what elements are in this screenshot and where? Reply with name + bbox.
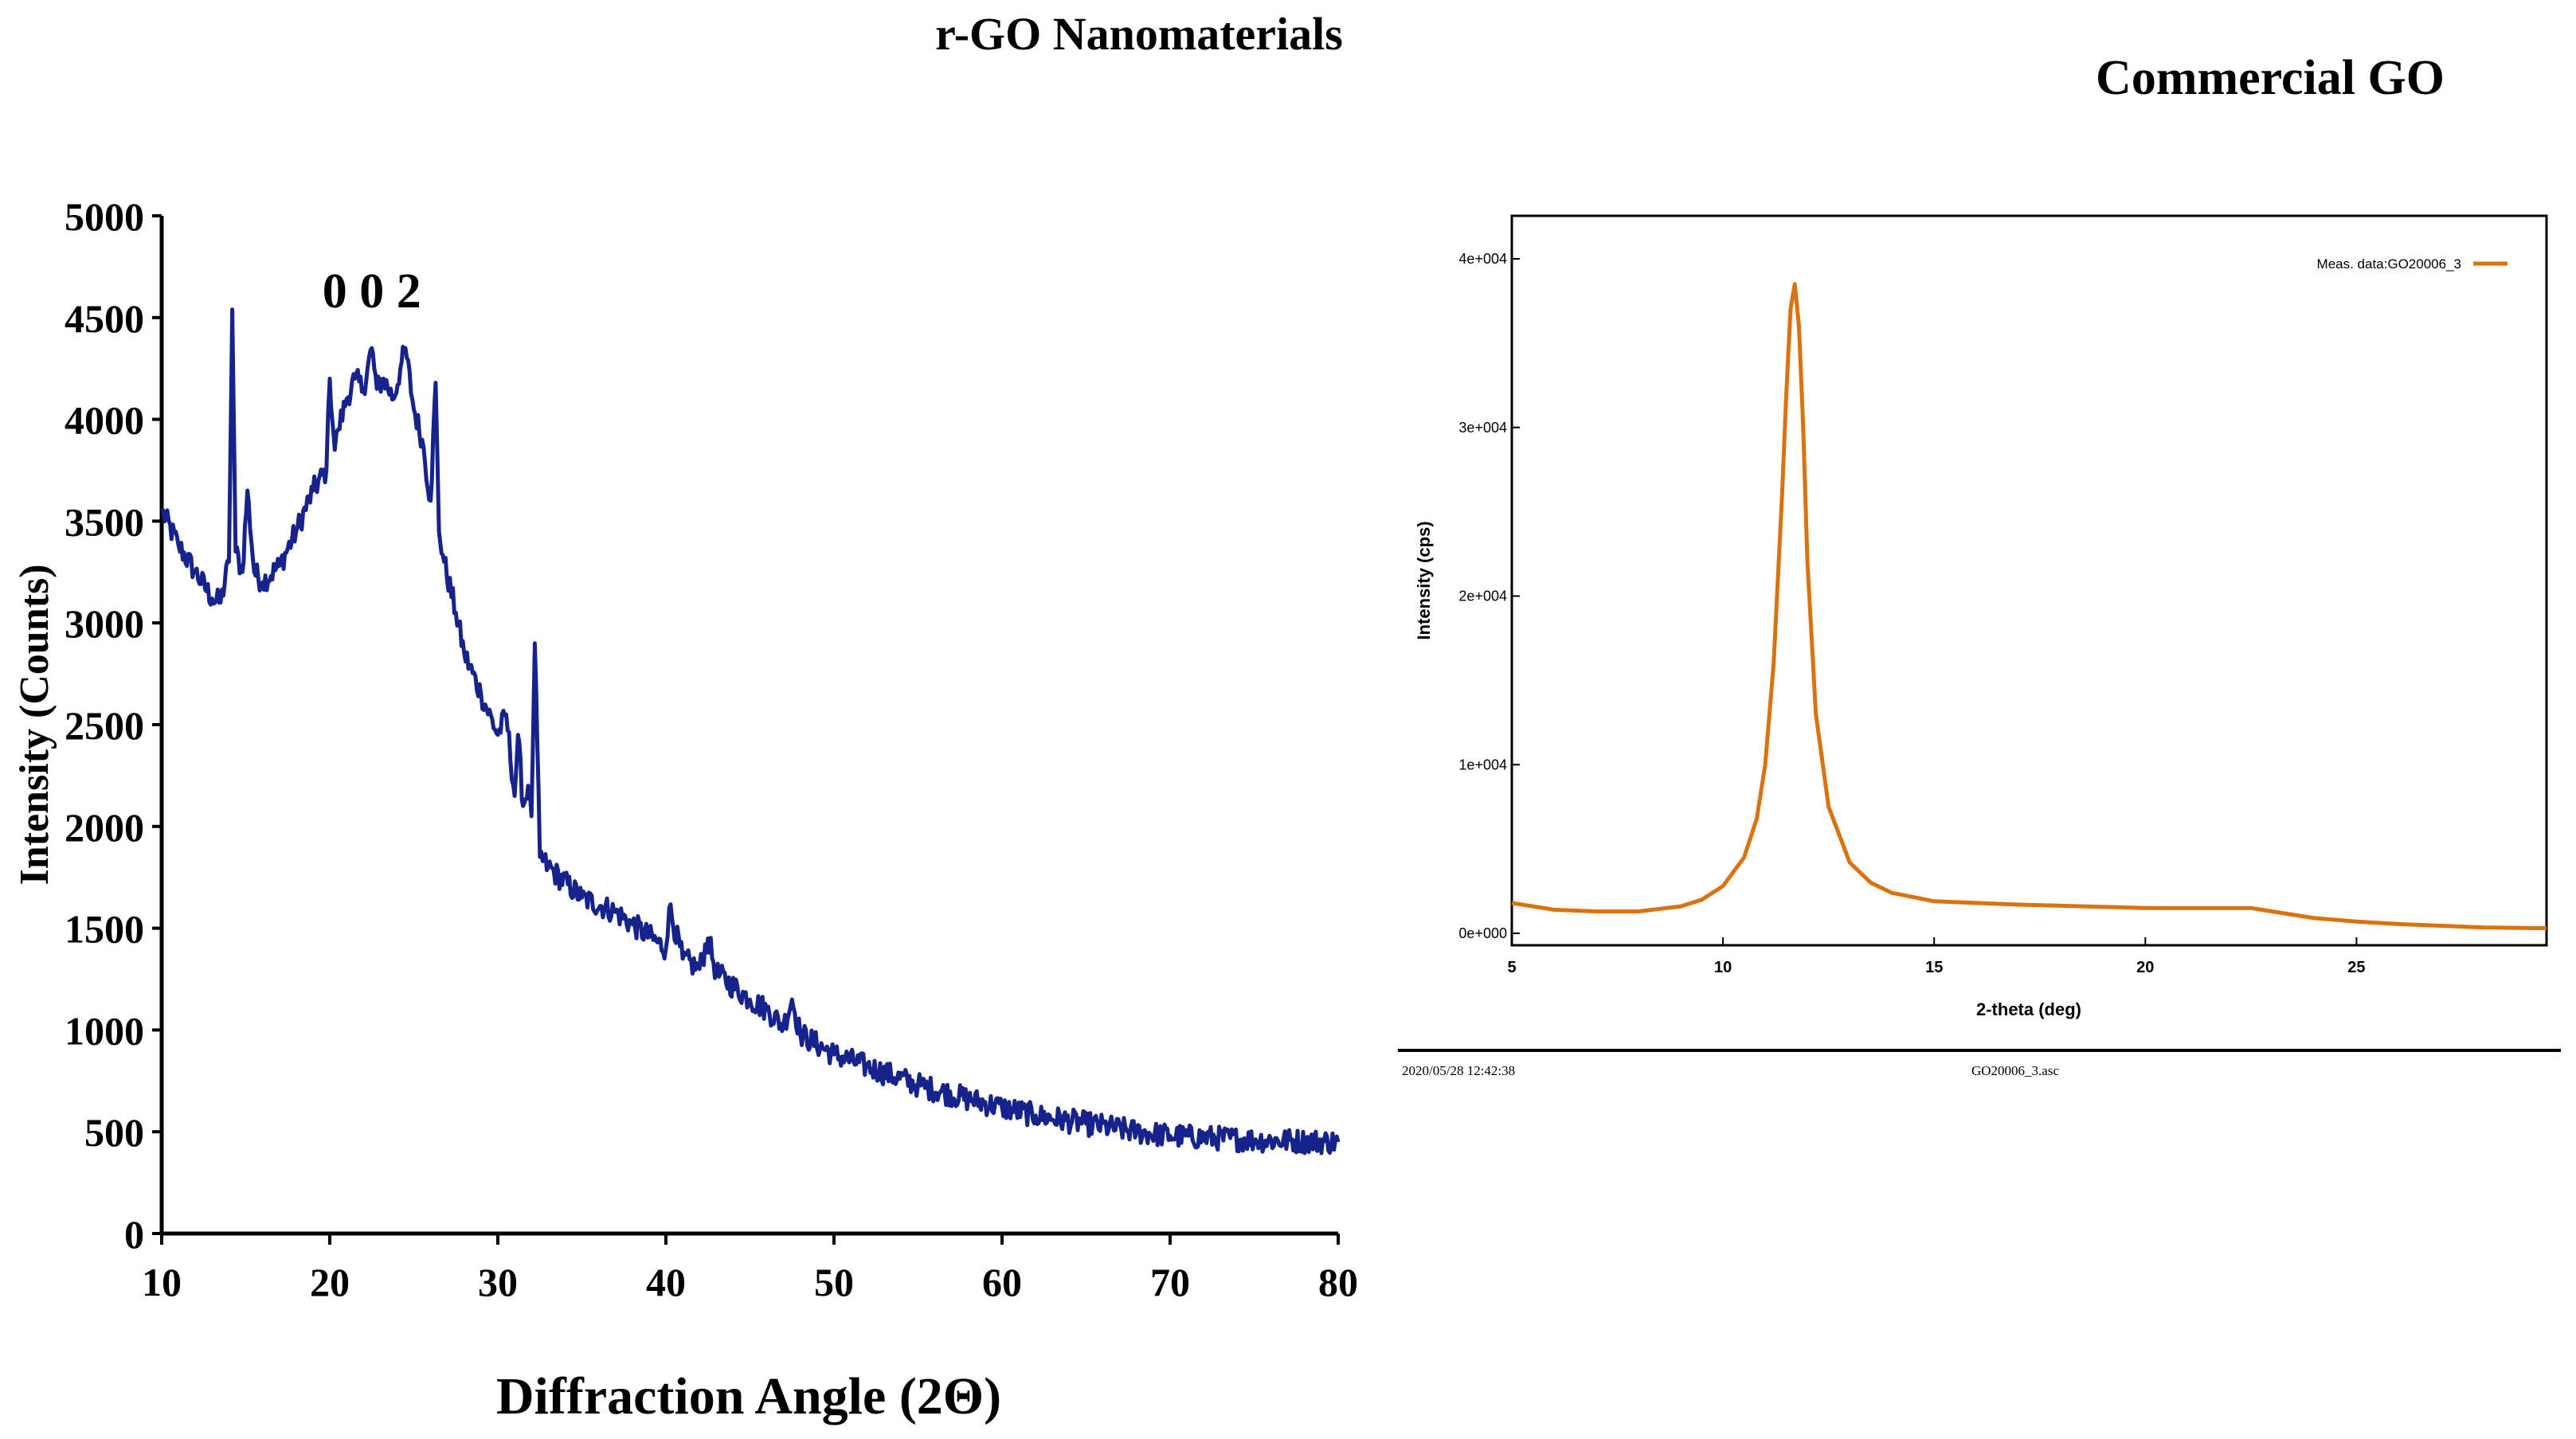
left-y-tick-label: 2000: [65, 805, 144, 850]
right-footer-file: GO20006_3.asc: [1971, 1063, 2059, 1078]
right-x-axis-label: 2-theta (deg): [1976, 999, 2081, 1019]
left-x-tick-label: 70: [1150, 1260, 1190, 1304]
right-plot-frame: [1510, 214, 2548, 947]
right-chart: 0e+000 1e+004 2e+004 3e+004 4e+004 5 10 15 20 25…: [1398, 214, 2561, 1078]
left-x-tick-label: 20: [310, 1260, 350, 1304]
left-x-tick-label: 50: [814, 1260, 854, 1304]
right-chart-title: Commercial GO: [2096, 51, 2445, 105]
right-x-tick-label: 5: [1507, 959, 1516, 976]
left-chart-title: r-GO Nanomaterials: [935, 8, 1343, 60]
left-y-axis-label: Intensity (Counts): [12, 564, 57, 885]
left-y-tick-label: 3500: [65, 499, 144, 544]
right-series-line: [1511, 282, 2547, 931]
right-footer-date: 2020/05/28 12:42:38: [1402, 1063, 1515, 1078]
right-legend-label: Meas. data:GO20006_3: [2317, 256, 2461, 272]
right-y-tick-label: 2e+004: [1458, 589, 1507, 604]
left-x-tick-label: 40: [646, 1260, 686, 1304]
left-y-tick-label: 0: [124, 1212, 144, 1257]
left-y-tick-label: 2500: [65, 703, 144, 748]
right-y-tick-label: 3e+004: [1458, 420, 1507, 436]
right-x-tick-label: 10: [1714, 959, 1732, 976]
left-y-tick-label: 4500: [65, 296, 144, 341]
right-x-tick-label: 20: [2136, 959, 2154, 976]
right-y-tick-label: 0e+000: [1458, 925, 1507, 941]
left-x-tick-label: 10: [142, 1260, 182, 1304]
left-series-line: [160, 307, 1341, 1156]
right-y-tick-label: 1e+004: [1458, 757, 1507, 772]
left-y-tick-label: 1500: [65, 907, 144, 952]
peak-002-annotation: 0 0 2: [323, 264, 421, 319]
right-legend: Meas. data:GO20006_3: [2317, 256, 2507, 272]
right-y-axis-label: Intensity (cps): [1414, 521, 1434, 639]
right-x-tick-label: 25: [2347, 959, 2365, 976]
left-x-tick-label: 80: [1318, 1260, 1358, 1304]
right-x-tick-label: 15: [1925, 959, 1943, 976]
left-y-tick-label: 4000: [65, 398, 144, 443]
left-x-axis-label: Diffraction Angle (2Θ): [496, 1367, 1001, 1425]
left-x-tick-label: 60: [982, 1260, 1022, 1304]
left-chart: 0 500 1000 1500 2000 2500 3000 3500 4000 4500 5000…: [12, 194, 1358, 1425]
left-y-tick-label: 500: [84, 1110, 144, 1155]
left-x-tick-label: 30: [478, 1260, 518, 1304]
right-y-tick-label: 4e+004: [1458, 251, 1507, 267]
left-y-tick-label: 5000: [65, 194, 144, 239]
left-y-tick-label: 3000: [65, 601, 144, 646]
left-y-tick-label: 1000: [65, 1008, 144, 1053]
